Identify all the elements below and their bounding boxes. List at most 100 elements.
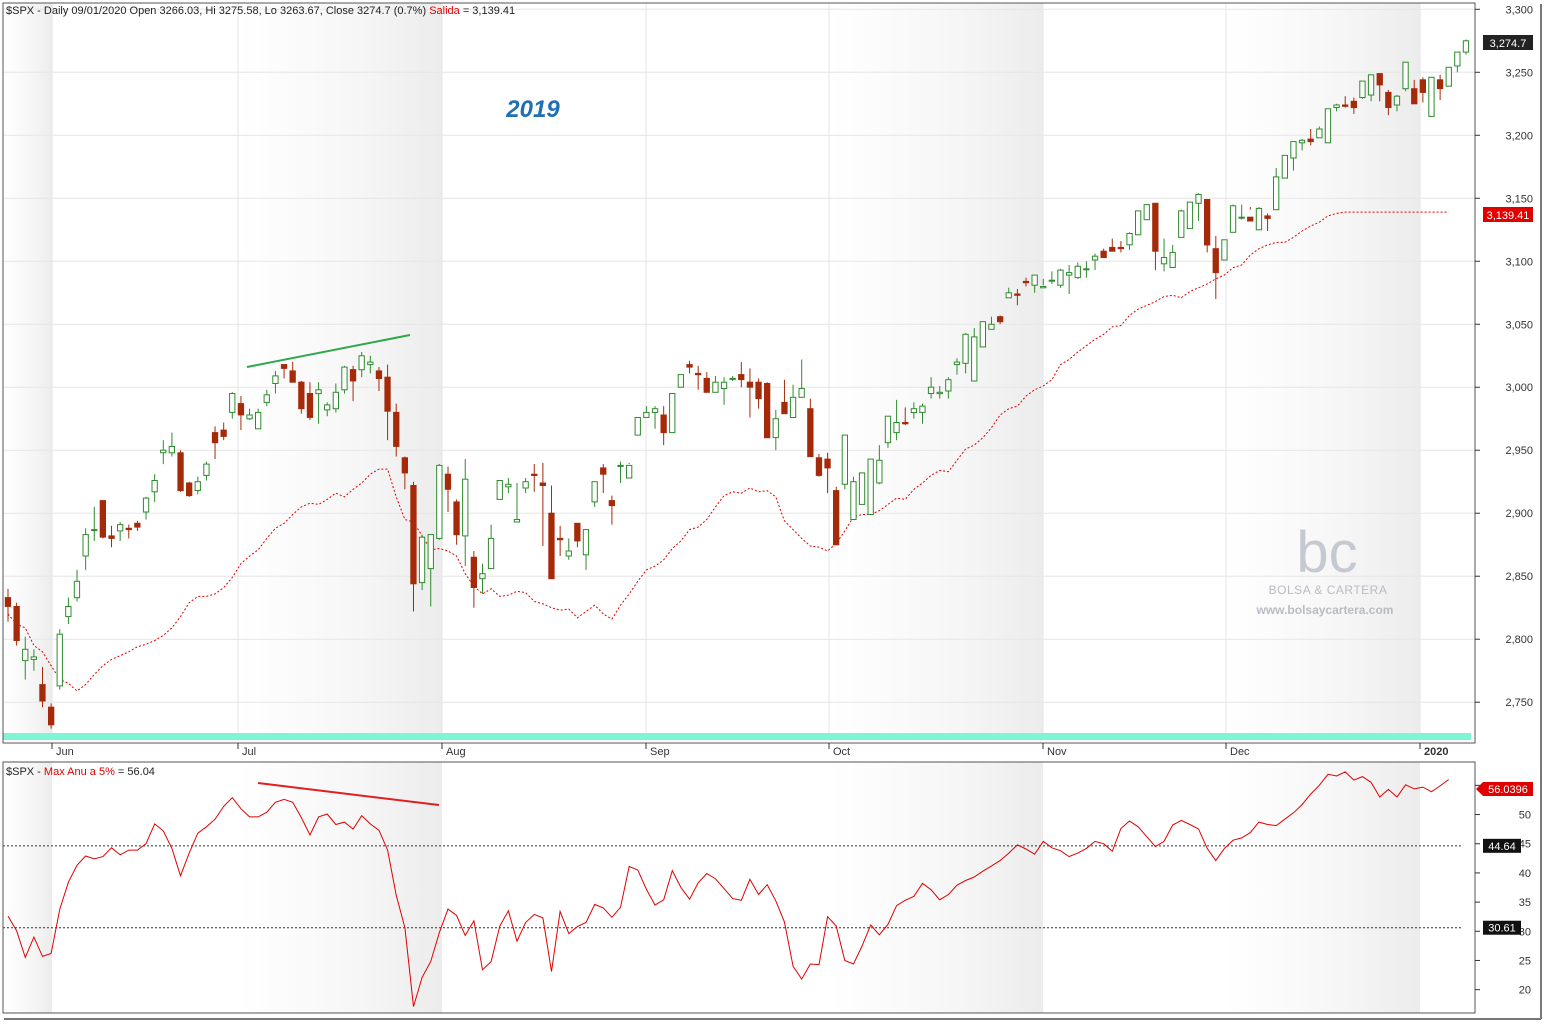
candle-body-up [789,396,797,418]
candle-body-down [660,414,667,434]
candle [168,432,175,457]
candle [1324,108,1332,144]
month-band [829,762,1043,1013]
candle [1411,79,1418,105]
candle [272,370,279,394]
candle [496,480,503,500]
candle-body-down [1342,104,1349,107]
candle [936,385,943,399]
indicator-tick-label: 25 [1519,955,1531,967]
candle [1454,51,1461,73]
candle-body-down [600,467,607,475]
indicator-header-text: $SPX - [6,766,41,778]
candle-body-down [99,500,106,538]
candle-body-up [160,449,167,454]
candle [651,406,659,429]
candle [470,551,478,608]
candle [1126,232,1133,250]
candle [1436,74,1444,101]
candle [988,316,995,330]
candle-body-up [1462,40,1470,53]
candle-body-up [1126,233,1133,246]
candle [211,426,219,460]
candle [746,368,754,418]
candle [1350,97,1357,114]
price-tick-label: 3,050 [1505,319,1533,331]
candle [669,393,676,434]
candle-body-up [971,336,978,382]
candle [306,382,314,421]
candle [393,403,400,457]
candle [142,496,150,520]
candle-body-down [1109,246,1116,252]
month-band [1226,762,1420,1013]
month-band [238,3,442,733]
price-header-indicator-value: = 3,139.41 [463,5,515,17]
candle-body-up [910,408,918,414]
candle-body-up [1005,292,1012,299]
candle [151,474,158,502]
lower-level-label: 30.61 [1488,923,1516,935]
candle-body-up [1367,74,1375,96]
candle-body-down [306,393,314,418]
candle [237,396,245,431]
indicator-tick-label: 20 [1519,985,1531,997]
candle-body-down [125,527,132,531]
candle-body-down [410,485,417,585]
candle [1040,278,1047,289]
candle [125,524,132,539]
candle-body-up [358,355,365,371]
candle-body-up [487,537,495,570]
candle-body-up [168,446,175,454]
candle [444,466,452,512]
candle [375,367,383,392]
price-panel: 2019 bc BOLSA & CARTERA www.bolsaycarter… [2,2,1533,758]
month-band [238,762,442,1013]
candle-body-up [22,648,29,662]
candle [600,464,607,494]
candle-body-up [712,381,719,393]
candle-body-down [134,522,141,528]
candle-body-up [418,536,426,584]
candle [522,477,529,494]
candle [203,461,210,481]
candle [1169,244,1176,268]
candle-body-up [332,391,340,410]
candle-body-up [246,414,253,420]
candle-body-up [462,478,469,537]
candle [255,408,262,430]
candle [315,382,322,424]
candle [1290,141,1297,171]
candle-body-down [349,369,357,382]
candle [324,402,331,417]
indicator-tick-label: 35 [1519,897,1531,909]
candle [1057,268,1064,288]
indicator-last-value-label: 56.0396 [1488,784,1528,796]
candle [229,392,236,419]
candle [833,486,840,546]
candle-body-down [1436,79,1444,90]
candle [1342,96,1349,108]
candle-body-up [82,534,89,557]
candle-body-up [936,391,943,395]
candle [298,380,305,414]
candle [1255,207,1263,231]
candle [1186,201,1194,230]
candle [160,440,167,465]
candle-body-up [962,333,969,364]
candle-body-up [315,389,322,395]
candle-body-down [531,473,538,477]
indicator-last-value-tag: 56.0396 [1476,782,1533,796]
indicator-tick-label: 50 [1519,810,1531,822]
candle [539,462,547,546]
candle-body-up [1445,66,1452,87]
candle-body-down [695,372,702,376]
candle-body-up [1229,205,1237,233]
candle-body-up [591,481,598,503]
candle-body-up [1221,239,1228,261]
candle-body-up [1255,207,1263,231]
candle [22,636,29,680]
price-header: $SPX - Daily 09/01/2020 Open 3266.03, Hi… [6,5,515,17]
candle-body-down [280,364,288,369]
